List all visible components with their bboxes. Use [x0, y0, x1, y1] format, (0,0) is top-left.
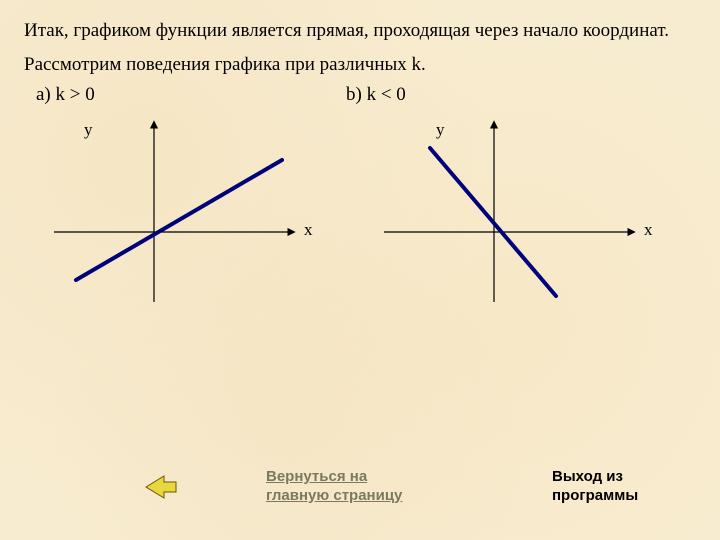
case-b: b) k < 0: [346, 84, 656, 110]
diagram-b-y-label: y: [436, 120, 445, 140]
diagram-a-svg: [14, 112, 334, 312]
exit-link-text: Выход изпрограммы: [552, 468, 638, 504]
case-a-label: a) k > 0: [36, 84, 346, 106]
diagram-a: y x: [14, 112, 334, 312]
diagram-b-svg: [344, 112, 674, 312]
back-arrow-icon: [144, 474, 178, 500]
case-a: a) k > 0: [24, 84, 346, 110]
back-link-line1: Вернуться наглавную страницу: [266, 468, 402, 504]
diagrams-area: y x y x: [24, 112, 696, 332]
back-arrow-button[interactable]: [144, 474, 178, 500]
diagram-b-x-label: x: [644, 220, 653, 240]
diagram-b: y x: [344, 112, 674, 312]
cases-row: a) k > 0 b) k < 0: [24, 84, 696, 110]
slide-content: Итак, графиком функции является прямая, …: [0, 0, 720, 332]
exit-program-link[interactable]: Выход изпрограммы: [552, 468, 638, 506]
back-to-main-link[interactable]: Вернуться наглавную страницу: [266, 468, 402, 506]
diagram-a-x-label: x: [304, 220, 313, 240]
case-b-label: b) k < 0: [346, 84, 656, 106]
diagram-a-function-line: [76, 160, 282, 280]
diagram-b-function-line: [430, 148, 556, 296]
nav-area: Вернуться наглавную страницу Выход изпро…: [0, 464, 720, 514]
cases-intro: Рассмотрим поведения графика при различн…: [24, 54, 696, 76]
diagram-a-y-label: y: [84, 120, 93, 140]
intro-paragraph: Итак, графиком функции является прямая, …: [24, 20, 696, 42]
